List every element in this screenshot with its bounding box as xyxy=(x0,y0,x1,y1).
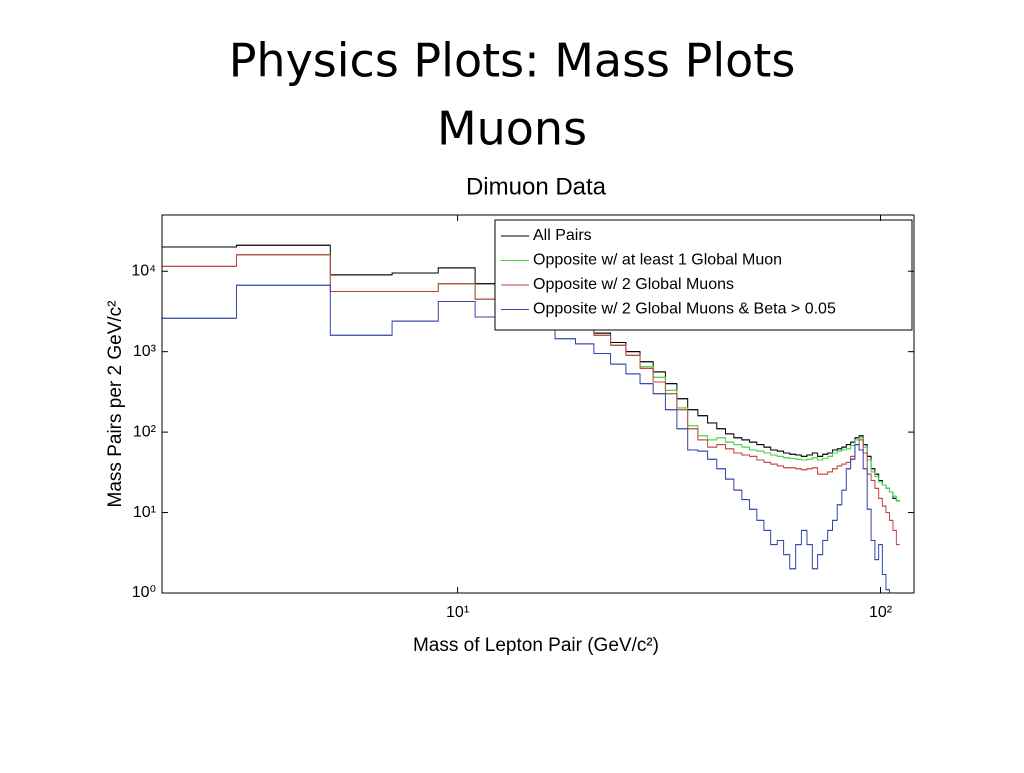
axes-frame xyxy=(161,214,915,594)
y-tick-label: 10⁴ xyxy=(131,262,156,279)
step-outline xyxy=(162,284,890,593)
x-axis-label: Mass of Lepton Pair (GeV/c²) xyxy=(413,635,659,656)
y-tick-label: 10¹ xyxy=(133,504,156,521)
y-tick-label: 10³ xyxy=(133,343,157,360)
y-tick-label: 10² xyxy=(133,423,157,440)
legend-box xyxy=(494,219,913,331)
y-axis-label: Mass Pairs per 2 GeV/c² xyxy=(105,301,126,508)
x-tick-label: 10¹ xyxy=(446,604,469,621)
chart-title: Dimuon Data xyxy=(466,173,607,200)
legend: All Pairs Opposite w/ at least 1 Global M… xyxy=(494,219,913,331)
legend-label: Opposite w/ 2 Global Muons xyxy=(533,276,734,293)
legend-label: Opposite w/ 2 Global Muons & Beta > 0.05 xyxy=(533,301,836,318)
slide-title: Physics Plots: Mass Plots xyxy=(229,34,796,88)
slide-title: Muons xyxy=(437,102,587,156)
legend-label: Opposite w/ at least 1 Global Muon xyxy=(533,252,782,269)
y-tick-label: 10⁰ xyxy=(132,584,156,601)
legend-label: All Pairs xyxy=(533,227,592,244)
x-tick-label: 10² xyxy=(869,604,893,621)
